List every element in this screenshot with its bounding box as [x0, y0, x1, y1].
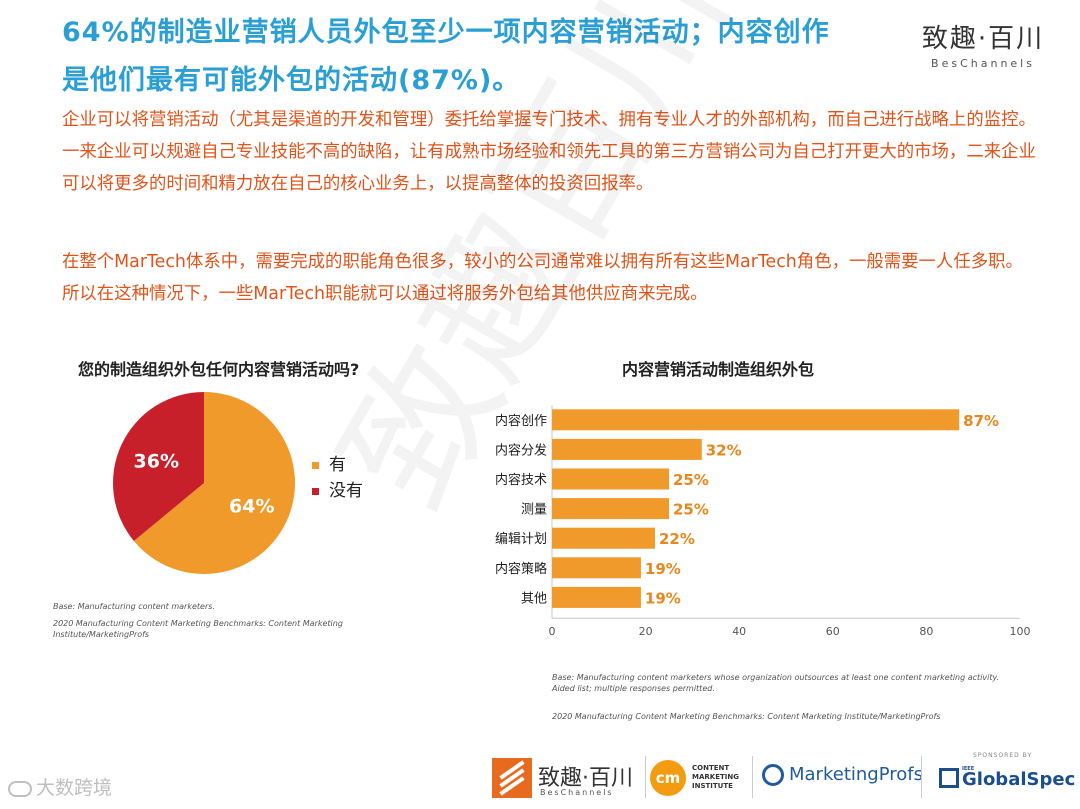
cmi-mark-icon: cm — [650, 760, 686, 796]
bar-x-tick-label: 100 — [1010, 625, 1031, 638]
brand-name-en: BesChannels — [931, 57, 1035, 70]
footer-divider — [921, 756, 922, 798]
bar-category-label: 内容技术 — [495, 472, 547, 488]
footer-divider — [752, 756, 753, 798]
page-title-line1: 64%的制造业营销人员外包至少一项内容营销活动；内容创作 — [62, 17, 830, 48]
bar-base-note: Base: Manufacturing content marketers wh… — [552, 673, 1000, 693]
footer-logos: 大数跨境 致趣·百川 BesChannels cm CONTENT MARKETI… — [0, 750, 1080, 809]
bar-category-label: 内容分发 — [495, 442, 547, 458]
cmi-logo: cm CONTENT MARKETING INSTITUTE — [650, 758, 760, 798]
bar-5 — [552, 557, 641, 579]
pie-slice-yes — [133, 392, 295, 574]
bar-category-label: 测量 — [521, 503, 547, 518]
bar-x-tick-label: 60 — [826, 625, 840, 638]
bottom-left-watermark: 大数跨境 — [8, 773, 112, 800]
intro-paragraph-2: 在整个MarTech体系中，需要完成的职能角色很多，较小的公司通常难以拥有所有这… — [62, 252, 1023, 304]
beschannels-en: BesChannels — [540, 788, 614, 797]
footer-divider — [645, 756, 646, 798]
ieee-label: IEEE — [962, 766, 975, 772]
page-title-line2: 是他们最有可能外包的活动(87%)。 — [62, 65, 521, 96]
bar-value-label: 87% — [963, 412, 999, 430]
bar-value-label: 19% — [645, 589, 681, 607]
pie-slice-no — [113, 392, 204, 542]
brand-logo-top: 致趣·百川 BesChannels — [918, 18, 1048, 70]
bar-category-label: 编辑计划 — [495, 532, 547, 547]
bar-6 — [552, 586, 641, 608]
bar-x-tick-label: 80 — [919, 625, 933, 638]
intro-paragraph-1: 企业可以将营销活动（尤其是渠道的开发和管理）委托给掌握专门技术、拥有专业人才的外… — [62, 110, 1036, 194]
bar-category-label: 其他 — [521, 591, 547, 606]
globalspec-text: GlobalSpec — [962, 769, 1076, 790]
bar-value-label: 25% — [673, 471, 709, 489]
legend-swatch-yes — [312, 461, 319, 469]
bar-x-tick-label: 40 — [732, 625, 746, 638]
legend-label-no: 没有 — [329, 481, 363, 501]
beschannels-logo: 致趣·百川 BesChannels — [492, 758, 642, 798]
bar-value-label: 19% — [645, 560, 681, 578]
bar-chart: 内容创作 87% 内容分发 32% 内容技术 25% 测量 25% 编辑计划 22% 内容策略 19%… — [495, 405, 1031, 638]
beschannels-cn: 致趣·百川 — [538, 766, 633, 791]
pie-chart-title: 您的制造组织外包任何内容营销活动吗? — [78, 360, 360, 379]
bar-4 — [552, 527, 655, 549]
globalspec-logo: SPONSORED BY IEEE GlobalSpec — [935, 752, 1075, 802]
bar-category-label: 内容创作 — [495, 413, 547, 429]
bar-0 — [552, 409, 960, 431]
marketingprofs-text: MarketingProfs — [789, 764, 923, 785]
bar-chart-title: 内容营销活动制造组织外包 — [622, 360, 815, 379]
legend-item-yes: 有 — [312, 450, 346, 475]
bar-x-tick-label: 0 — [549, 625, 556, 638]
bar-1 — [552, 438, 702, 460]
beschannels-mark-icon — [492, 758, 532, 798]
pie-slice-yes-label: 64% — [229, 495, 274, 517]
marketingprofs-mark-icon — [762, 764, 784, 786]
bar-value-label: 22% — [659, 530, 695, 548]
bottom-left-label: 大数跨境 — [36, 777, 113, 799]
legend-label-yes: 有 — [329, 455, 346, 475]
bar-value-label: 32% — [706, 441, 742, 459]
pie-source-note: 2020 Manufacturing Content Marketing Ben… — [53, 619, 343, 639]
pie-base-note: Base: Manufacturing content marketers. — [53, 602, 215, 611]
bar-source-note: 2020 Manufacturing Content Marketing Ben… — [552, 712, 941, 721]
brand-name-cn: 致趣·百川 — [921, 24, 1045, 54]
cmi-text: CONTENT MARKETING INSTITUTE — [692, 764, 739, 790]
bar-category-label: 内容策略 — [495, 561, 547, 577]
pie-chart: 64% 36% — [113, 392, 295, 574]
sponsored-by-label: SPONSORED BY — [973, 752, 1033, 759]
bar-3 — [552, 498, 669, 520]
legend-item-no: 没有 — [312, 476, 363, 501]
wechat-channel-icon — [8, 780, 32, 797]
bar-2 — [552, 468, 669, 490]
globalspec-mark-icon — [939, 768, 959, 788]
pie-slice-no-label: 36% — [134, 451, 179, 473]
legend-swatch-no — [312, 487, 319, 495]
bar-x-tick-label: 20 — [639, 625, 653, 638]
bar-value-label: 25% — [673, 501, 709, 519]
